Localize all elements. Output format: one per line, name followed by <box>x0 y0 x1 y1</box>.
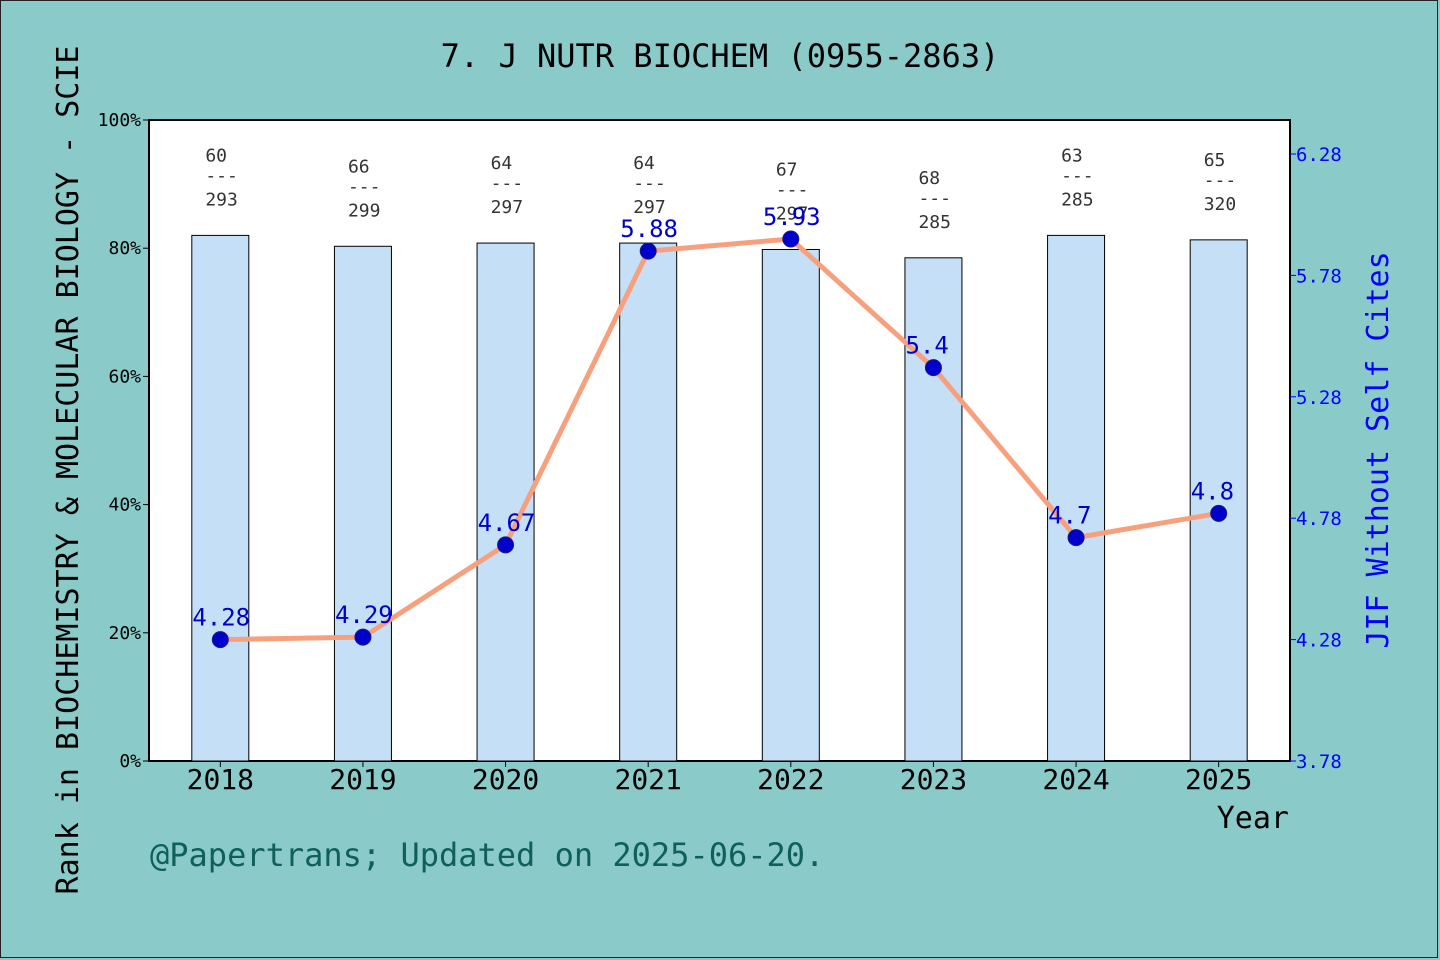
left-tick-label: 60% <box>108 366 141 387</box>
rank-total-2019: 299 <box>348 200 381 221</box>
left-tick-label: 0% <box>119 751 141 772</box>
rank-label-2021: 64 <box>633 153 655 174</box>
right-tick-label: 4.28 <box>1296 630 1342 652</box>
chart-title: 7. J NUTR BIOCHEM (0955-2863) <box>441 37 1000 75</box>
jif-label-2023: 5.4 <box>905 332 948 360</box>
rank-label-2018: 60 <box>205 145 227 166</box>
bar-2018 <box>191 234 250 762</box>
jif-label-2022: 5.93 <box>763 203 821 231</box>
rank-total-2024: 285 <box>1061 189 1094 210</box>
rank-label-2020: 64 <box>491 153 513 174</box>
x-tick-label-2021: 2021 <box>614 763 681 796</box>
right-tick-label: 5.28 <box>1296 387 1342 409</box>
jif-point-2018 <box>211 631 229 649</box>
jif-point-2022 <box>782 230 800 248</box>
left-axis-title: Rank in BIOCHEMISTRY & MOLECULAR BIOLOGY… <box>51 46 86 895</box>
rank-separator-2024: --- <box>1061 165 1094 186</box>
jif-label-2024: 4.7 <box>1048 502 1091 530</box>
x-tick-label-2024: 2024 <box>1042 763 1109 796</box>
jif-label-2019: 4.29 <box>335 601 393 629</box>
jif-label-2020: 4.67 <box>478 509 536 537</box>
rank-total-2020: 297 <box>491 197 524 218</box>
rank-separator-2018: --- <box>205 165 238 186</box>
x-tick-label-2019: 2019 <box>329 763 396 796</box>
rank-separator-2020: --- <box>491 173 524 194</box>
left-tick-label: 80% <box>108 238 141 259</box>
x-tick-label-2020: 2020 <box>472 763 539 796</box>
right-axis-title: JIF Without Self Cites <box>1361 251 1396 648</box>
rank-total-2025: 320 <box>1204 194 1237 215</box>
bar-2025 <box>1189 239 1248 762</box>
bar-2023 <box>904 257 963 762</box>
x-tick-label-2022: 2022 <box>757 763 824 796</box>
jif-label-2025: 4.8 <box>1191 477 1234 505</box>
jif-point-2021 <box>639 242 657 260</box>
jif-label-2021: 5.88 <box>620 215 678 243</box>
rank-separator-2023: --- <box>918 188 951 209</box>
x-tick-label-2023: 2023 <box>900 763 967 796</box>
rank-separator-2022: --- <box>776 179 809 200</box>
bar-2021 <box>619 242 678 762</box>
rank-label-2019: 66 <box>348 156 370 177</box>
right-tick-label: 4.78 <box>1296 508 1342 530</box>
bar-2022 <box>761 248 820 762</box>
rank-label-2025: 65 <box>1204 150 1226 171</box>
rank-separator-2019: --- <box>348 176 381 197</box>
x-tick-label-2025: 2025 <box>1185 763 1252 796</box>
x-axis-title: Year <box>1217 801 1289 836</box>
rank-total-2023: 285 <box>918 212 951 233</box>
rank-separator-2025: --- <box>1204 170 1237 191</box>
jif-point-2020 <box>497 536 515 554</box>
right-tick-label: 3.78 <box>1296 751 1342 773</box>
rank-label-2023: 68 <box>918 168 940 189</box>
rank-total-2018: 293 <box>205 189 238 210</box>
jif-label-2018: 4.28 <box>192 604 250 632</box>
jif-line <box>220 236 1220 643</box>
footer-text: @Papertrans; Updated on 2025-06-20. <box>150 836 824 874</box>
bar-2024 <box>1047 234 1106 762</box>
left-tick-label: 20% <box>108 623 141 644</box>
rank-separator-2021: --- <box>633 173 666 194</box>
rank-total-2021: 297 <box>633 197 666 218</box>
jif-point-2023 <box>924 359 942 377</box>
rank-label-2022: 67 <box>776 159 798 180</box>
jif-point-2019 <box>354 628 372 646</box>
rank-total-2022: 297 <box>776 203 809 224</box>
x-tick-label-2018: 2018 <box>187 763 254 796</box>
left-tick-label: 40% <box>108 495 141 516</box>
right-tick-label: 5.78 <box>1296 265 1342 287</box>
rank-label-2024: 63 <box>1061 145 1083 166</box>
right-tick-label: 6.28 <box>1296 144 1342 166</box>
jif-point-2025 <box>1210 504 1228 522</box>
plot-area <box>148 119 1291 762</box>
jif-point-2024 <box>1067 529 1085 547</box>
bar-2019 <box>333 245 392 762</box>
left-tick-label: 100% <box>98 110 142 131</box>
